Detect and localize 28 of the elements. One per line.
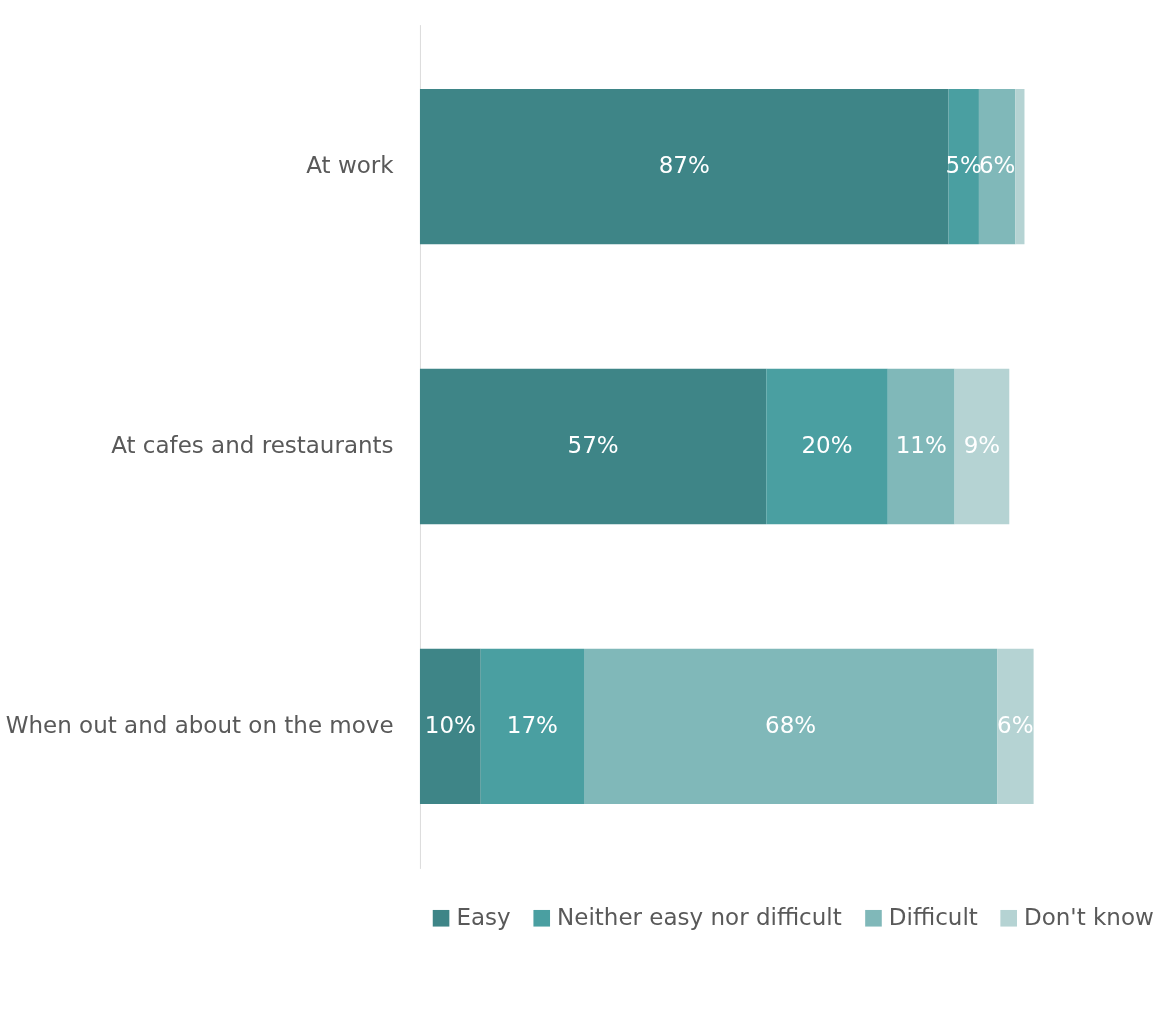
bar: [1015, 89, 1025, 245]
y-tick-label: At work: [306, 152, 395, 179]
y-tick-label: When out and about on the move: [5, 712, 394, 739]
data-label: 9%: [963, 432, 1001, 459]
bar: [480, 648, 584, 805]
data-label: 6%: [997, 712, 1034, 739]
legend-label: Don't know: [1024, 903, 1154, 930]
bar: [419, 89, 949, 245]
bar: [766, 368, 888, 525]
data-label: 10%: [424, 712, 476, 739]
bar: [419, 648, 481, 805]
data-label: 20%: [801, 432, 853, 459]
bar: [997, 648, 1034, 805]
data-label: 5%: [945, 152, 982, 179]
data-label: 57%: [567, 432, 619, 459]
bar: [584, 648, 998, 805]
bar: [954, 368, 1010, 525]
data-label: 11%: [895, 432, 947, 459]
data-label: 87%: [658, 152, 710, 179]
legend-label: Easy: [456, 903, 511, 930]
legend-label: Neither easy nor difficult: [557, 903, 842, 930]
data-label: 17%: [506, 712, 558, 739]
data-label: 68%: [765, 712, 817, 739]
legend-label: Difficult: [888, 903, 978, 930]
bar: [887, 368, 955, 525]
bar: [948, 89, 979, 245]
bar: [419, 368, 767, 525]
y-tick-label: At cafes and restaurants: [111, 432, 394, 459]
